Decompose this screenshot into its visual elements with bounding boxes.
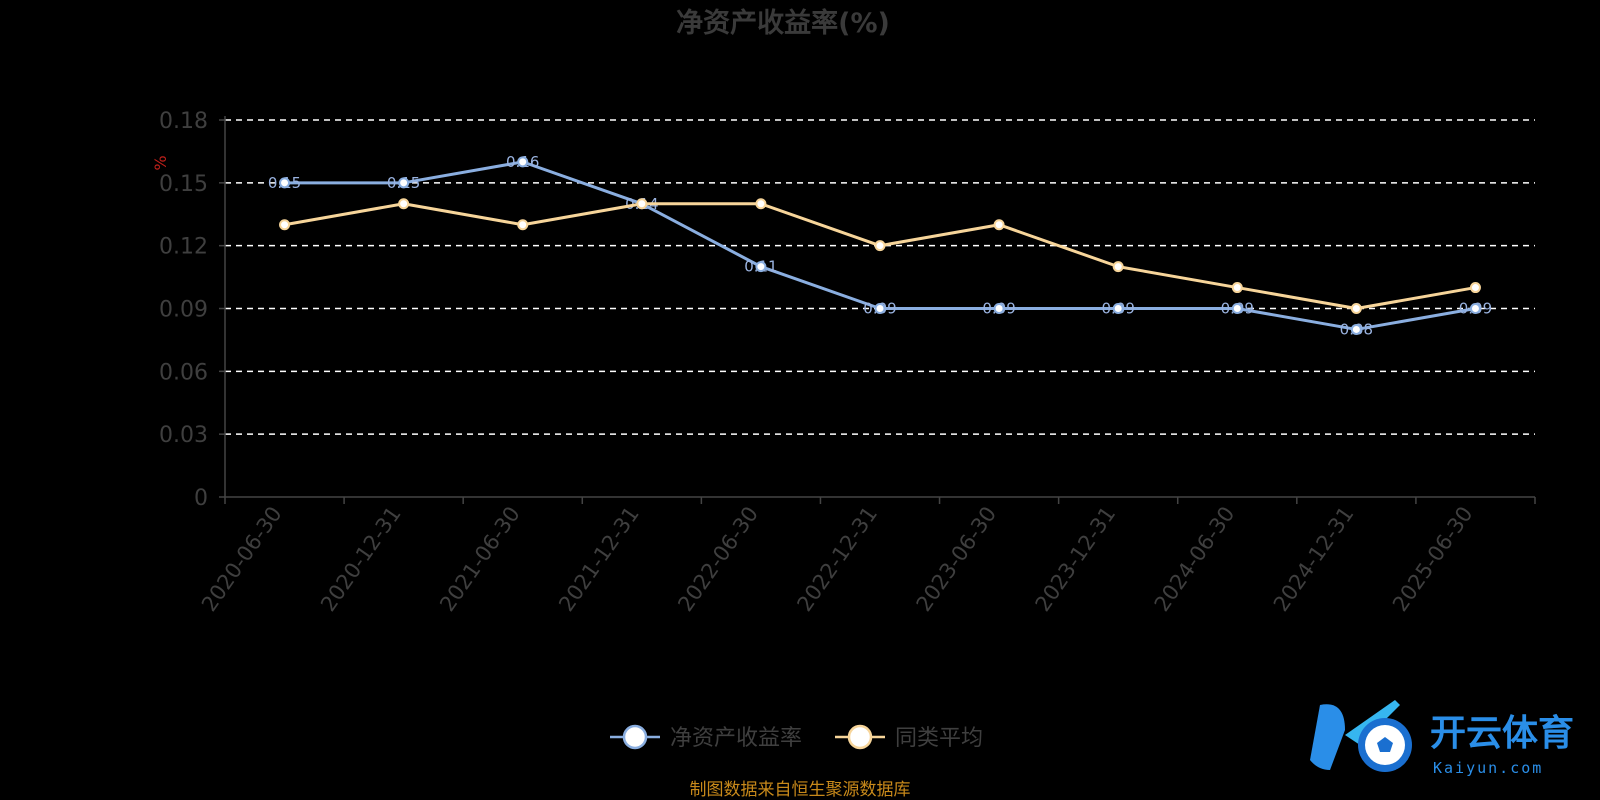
data-point — [1231, 303, 1243, 314]
watermark-logo: 开云体育 Kaiyun.com — [1310, 700, 1574, 777]
data-point — [755, 198, 767, 210]
x-tick-label: 2023-12-31 — [1031, 502, 1121, 616]
data-point — [1231, 282, 1243, 294]
data-point — [1112, 261, 1124, 273]
data-point — [517, 156, 529, 168]
legend[interactable]: 净资产收益率 同类平均 — [610, 724, 983, 751]
legend-item-peer-average[interactable]: 同类平均 — [835, 724, 983, 751]
x-tick-label: 2025-06-30 — [1388, 502, 1478, 616]
data-point — [1469, 282, 1481, 294]
data-point — [1112, 303, 1124, 314]
x-tick-label: 2020-06-30 — [197, 502, 287, 616]
x-tick-label: 2022-06-30 — [673, 502, 763, 616]
data-point — [279, 177, 291, 189]
data-point — [1350, 303, 1362, 314]
legend-marker-roe — [622, 724, 648, 750]
data-point — [279, 219, 291, 231]
data-point — [517, 219, 529, 231]
x-tick-label: 2023-06-30 — [912, 502, 1002, 616]
series: 0.150.150.160.140.110.090.090.090.090.08… — [268, 153, 1492, 339]
x-tick-label: 2021-06-30 — [435, 502, 525, 616]
data-point — [398, 198, 410, 210]
data-point — [755, 261, 767, 273]
y-tick-label: 0.15 — [159, 172, 208, 197]
chart-title: 净资产收益率(%) — [676, 7, 890, 39]
data-point — [993, 219, 1005, 231]
legend-label-roe: 净资产收益率 — [670, 726, 802, 751]
y-tick-label: 0.03 — [159, 423, 208, 448]
legend-marker-peer-average — [847, 724, 873, 750]
logo-ball-pentagon-icon — [1377, 737, 1393, 752]
x-tick-label: 2020-12-31 — [316, 502, 406, 616]
series-line-1 — [284, 202, 1476, 310]
legend-item-roe[interactable]: 净资产收益率 — [610, 724, 802, 751]
y-tick-label: 0 — [194, 486, 208, 511]
x-tick-label: 2024-06-30 — [1150, 502, 1240, 616]
data-source-note: 制图数据来自恒生聚源数据库 — [690, 780, 911, 800]
legend-label-peer-average: 同类平均 — [895, 726, 983, 751]
y-tick-label: 0.18 — [159, 109, 208, 134]
logo-k-stroke-icon — [1310, 704, 1345, 770]
axes: 0 0.03 0.06 0.09 0.12 0.15 0.18 2020-06-30 2020-… — [159, 109, 1536, 616]
data-point — [398, 177, 410, 189]
y-axis-unit: % — [151, 155, 170, 170]
data-point — [874, 240, 886, 252]
watermark-url: Kaiyun.com — [1433, 759, 1543, 777]
data-point — [636, 198, 648, 210]
y-tick-label: 0.12 — [159, 235, 208, 260]
data-point — [1469, 303, 1481, 314]
y-tick-label: 0.09 — [159, 298, 208, 323]
data-point — [1350, 323, 1362, 335]
data-point — [874, 303, 886, 314]
data-point — [993, 303, 1005, 314]
x-tick-label: 2022-12-31 — [792, 502, 882, 616]
watermark-name: 开云体育 — [1430, 713, 1574, 754]
y-tick-label: 0.06 — [159, 360, 208, 385]
grid-lines — [225, 119, 1535, 435]
x-tick-label: 2021-12-31 — [554, 502, 644, 616]
x-tick-label: 2024-12-31 — [1269, 502, 1359, 616]
